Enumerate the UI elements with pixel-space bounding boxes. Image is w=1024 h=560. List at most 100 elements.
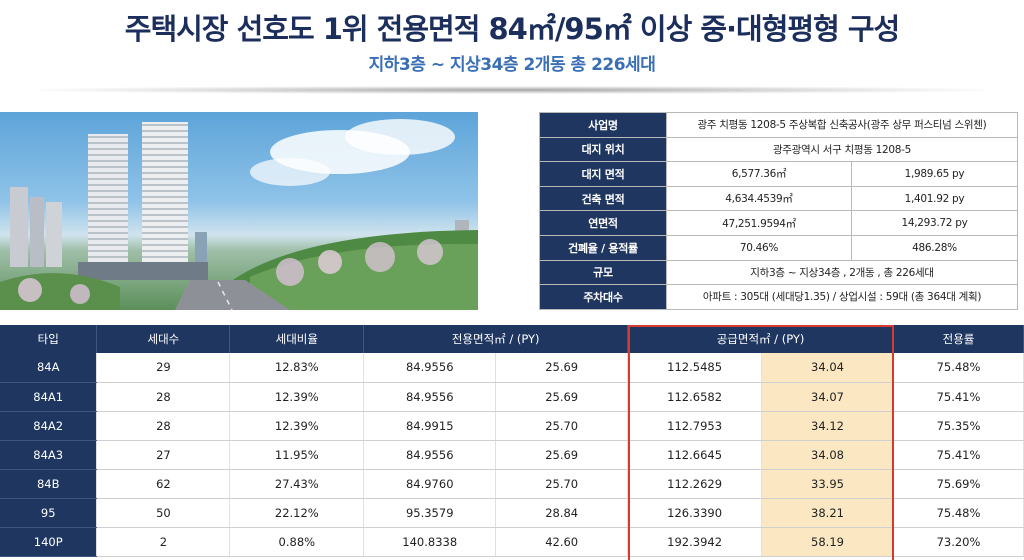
info-value-coverage: 70.46% bbox=[666, 234, 852, 261]
cell-supply-m2: 112.5485 bbox=[627, 353, 763, 383]
table-row: 84B 62 27.43% 84.9760 25.70 112.2629 33.… bbox=[0, 469, 1024, 499]
cell-units: 28 bbox=[96, 382, 231, 412]
header-ratio: 세대비율 bbox=[229, 325, 365, 353]
cell-supply-py: 38.21 bbox=[761, 498, 894, 528]
info-value-m2: 47,251.9594㎡ bbox=[666, 210, 852, 236]
cell-efficiency: 73.20% bbox=[893, 527, 1024, 557]
cell-exclusive-m2: 84.9760 bbox=[363, 469, 497, 499]
cell-exclusive-py: 25.70 bbox=[495, 469, 629, 499]
info-label: 대지 위치 bbox=[539, 136, 667, 163]
cell-supply-m2: 112.6645 bbox=[627, 440, 763, 470]
table-row: 95 50 22.12% 95.3579 28.84 126.3390 38.2… bbox=[0, 498, 1024, 528]
cell-ratio: 12.83% bbox=[229, 353, 365, 383]
cell-exclusive-m2: 84.9556 bbox=[363, 353, 497, 383]
cell-supply-py: 58.19 bbox=[761, 527, 894, 557]
cell-efficiency: 75.35% bbox=[893, 411, 1024, 441]
info-row-site-location: 대지 위치 광주광역시 서구 치평동 1208-5 bbox=[539, 136, 1018, 163]
cell-exclusive-m2: 140.8338 bbox=[363, 527, 497, 557]
cell-units: 50 bbox=[96, 498, 231, 528]
cell-ratio: 27.43% bbox=[229, 469, 365, 499]
cell-exclusive-py: 25.70 bbox=[495, 411, 629, 441]
cell-type: 84A2 bbox=[0, 411, 98, 441]
info-row-building-area: 건축 면적 4,634.4539㎡ 1,401.92 py bbox=[539, 185, 1019, 212]
info-value-m2: 4,634.4539㎡ bbox=[666, 185, 852, 212]
info-label: 대지 면적 bbox=[539, 161, 667, 187]
table-row: 84A1 28 12.39% 84.9556 25.69 112.6582 34… bbox=[0, 382, 1024, 412]
info-value: 지하3층 ~ 지상34층 , 2개동 , 총 226세대 bbox=[666, 259, 1018, 286]
info-label: 사업명 bbox=[539, 112, 667, 138]
info-value: 광주광역시 서구 치평동 1208-5 bbox=[666, 136, 1018, 163]
info-value-py: 1,989.65 py bbox=[850, 161, 1019, 187]
cell-ratio: 12.39% bbox=[229, 382, 365, 412]
cell-efficiency: 75.69% bbox=[893, 469, 1024, 499]
cell-units: 28 bbox=[96, 411, 231, 441]
unit-type-table: 타입 세대수 세대비율 전용면적㎡ / (PY) 공급면적㎡ / (PY) 전용… bbox=[0, 325, 1024, 557]
info-row-scale: 규모 지하3층 ~ 지상34층 , 2개동 , 총 226세대 bbox=[539, 259, 1018, 286]
cell-supply-py: 33.95 bbox=[761, 469, 894, 499]
cell-exclusive-m2: 84.9915 bbox=[363, 411, 497, 441]
cell-type: 140P bbox=[0, 527, 98, 557]
header-efficiency: 전용률 bbox=[893, 325, 1024, 353]
header-type: 타입 bbox=[0, 325, 98, 353]
cell-efficiency: 75.48% bbox=[893, 353, 1024, 383]
info-row-parking: 주차대수 아파트 : 305대 (세대당1.35) / 상업시설 : 59대 (… bbox=[539, 284, 1018, 310]
cell-exclusive-py: 25.69 bbox=[495, 440, 629, 470]
table-row: 84A 29 12.83% 84.9556 25.69 112.5485 34.… bbox=[0, 353, 1024, 383]
cell-exclusive-py: 25.69 bbox=[495, 353, 629, 383]
info-label: 규모 bbox=[539, 259, 667, 286]
cell-efficiency: 75.41% bbox=[893, 440, 1024, 470]
cell-units: 2 bbox=[96, 527, 231, 557]
cell-units: 62 bbox=[96, 469, 231, 499]
info-value: 아파트 : 305대 (세대당1.35) / 상업시설 : 59대 (총 364… bbox=[666, 284, 1018, 310]
cell-exclusive-py: 25.69 bbox=[495, 382, 629, 412]
cell-exclusive-py: 42.60 bbox=[495, 527, 629, 557]
cell-efficiency: 75.41% bbox=[893, 382, 1024, 412]
cell-supply-py: 34.04 bbox=[761, 353, 894, 383]
info-row-site-area: 대지 면적 6,577.36㎡ 1,989.65 py bbox=[539, 161, 1019, 187]
cell-ratio: 11.95% bbox=[229, 440, 365, 470]
cell-supply-py: 34.12 bbox=[761, 411, 894, 441]
info-label: 건폐율 / 용적률 bbox=[539, 234, 667, 261]
unit-table-header-row: 타입 세대수 세대비율 전용면적㎡ / (PY) 공급면적㎡ / (PY) 전용… bbox=[0, 325, 1024, 353]
cell-supply-m2: 126.3390 bbox=[627, 498, 763, 528]
cell-supply-m2: 112.2629 bbox=[627, 469, 763, 499]
info-value-m2: 6,577.36㎡ bbox=[666, 161, 852, 187]
info-label: 주차대수 bbox=[539, 284, 667, 310]
info-row-coverage-ratio: 건폐율 / 용적률 70.46% 486.28% bbox=[539, 234, 1019, 261]
info-label: 건축 면적 bbox=[539, 185, 667, 212]
cell-ratio: 12.39% bbox=[229, 411, 365, 441]
cell-exclusive-m2: 84.9556 bbox=[363, 440, 497, 470]
cell-units: 27 bbox=[96, 440, 231, 470]
cell-supply-py: 34.08 bbox=[761, 440, 894, 470]
info-value-py: 1,401.92 py bbox=[850, 185, 1019, 212]
info-row-total-floor-area: 연면적 47,251.9594㎡ 14,293.72 py bbox=[539, 210, 1019, 236]
cell-type: 95 bbox=[0, 498, 98, 528]
header-exclusive-area: 전용면적㎡ / (PY) bbox=[363, 325, 629, 353]
rendering-illustration bbox=[0, 119, 478, 310]
cell-supply-m2: 112.6582 bbox=[627, 382, 763, 412]
cell-type: 84A3 bbox=[0, 440, 98, 470]
table-row: 140P 2 0.88% 140.8338 42.60 192.3942 58.… bbox=[0, 527, 1024, 557]
page-header: 주택시장 선호도 1위 전용면적 84㎡/95㎡ 이상 중·대형평형 구성 지하… bbox=[0, 0, 1024, 96]
cell-type: 84A1 bbox=[0, 382, 98, 412]
page-title: 주택시장 선호도 1위 전용면적 84㎡/95㎡ 이상 중·대형평형 구성 bbox=[124, 12, 900, 46]
cell-ratio: 0.88% bbox=[229, 527, 365, 557]
page-subtitle: 지하3층 ~ 지상34층 2개동 총 226세대 bbox=[368, 55, 656, 75]
project-info-table: 사업명 광주 치평동 1208-5 주상복합 신축공사(광주 상무 퍼스티넘 스… bbox=[539, 112, 1019, 310]
cell-exclusive-m2: 84.9556 bbox=[363, 382, 497, 412]
header-units: 세대수 bbox=[96, 325, 231, 353]
info-value: 광주 치평동 1208-5 주상복합 신축공사(광주 상무 퍼스티넘 스위첸) bbox=[666, 112, 1018, 138]
cell-supply-m2: 192.3942 bbox=[627, 527, 763, 557]
cell-ratio: 22.12% bbox=[229, 498, 365, 528]
building-rendering-image bbox=[0, 112, 478, 310]
cell-supply-py: 34.07 bbox=[761, 382, 894, 412]
cell-type: 84A bbox=[0, 353, 98, 383]
cell-units: 29 bbox=[96, 353, 231, 383]
info-value-far: 486.28% bbox=[850, 234, 1019, 261]
table-row: 84A2 28 12.39% 84.9915 25.70 112.7953 34… bbox=[0, 411, 1024, 441]
cell-exclusive-m2: 95.3579 bbox=[363, 498, 497, 528]
header-supply-area: 공급면적㎡ / (PY) bbox=[627, 325, 894, 353]
info-row-project-name: 사업명 광주 치평동 1208-5 주상복합 신축공사(광주 상무 퍼스티넘 스… bbox=[539, 112, 1018, 138]
cell-type: 84B bbox=[0, 469, 98, 499]
cell-exclusive-py: 28.84 bbox=[495, 498, 629, 528]
